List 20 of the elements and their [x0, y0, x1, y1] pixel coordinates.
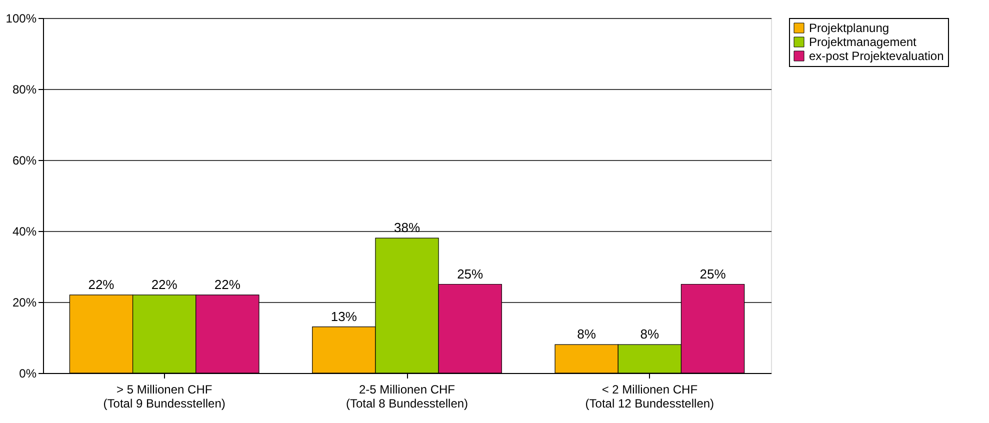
legend-label: Projektmanagement — [809, 35, 918, 49]
data-label: 8% — [577, 326, 596, 342]
data-label: 25% — [700, 266, 726, 282]
legend-label: ex-post Projektevaluation — [809, 49, 944, 63]
y-tick-label: 60% — [12, 154, 37, 168]
y-tick-label: 20% — [12, 296, 37, 310]
data-label: 25% — [457, 266, 484, 282]
x-tick-label: 2-5 Millionen CHF (Total 8 Bundesstellen) — [346, 382, 468, 410]
y-tick-label: 40% — [12, 224, 37, 238]
y-tick-label: 80% — [12, 82, 37, 96]
data-label: 8% — [640, 326, 660, 342]
x-tick-label: > 5 Millionen CHF (Total 9 Bundesstellen) — [103, 382, 226, 410]
data-label: 22% — [151, 276, 178, 292]
data-label: 22% — [214, 276, 241, 292]
data-label: 13% — [330, 308, 358, 324]
legend-label: Projektplanung — [809, 21, 890, 35]
y-tick-label: 100% — [6, 12, 37, 26]
x-tick-label: < 2 Millionen CHF (Total 12 Bundesstellen) — [585, 382, 714, 410]
y-tick-label: 0% — [19, 366, 37, 380]
data-label: 22% — [88, 276, 115, 292]
